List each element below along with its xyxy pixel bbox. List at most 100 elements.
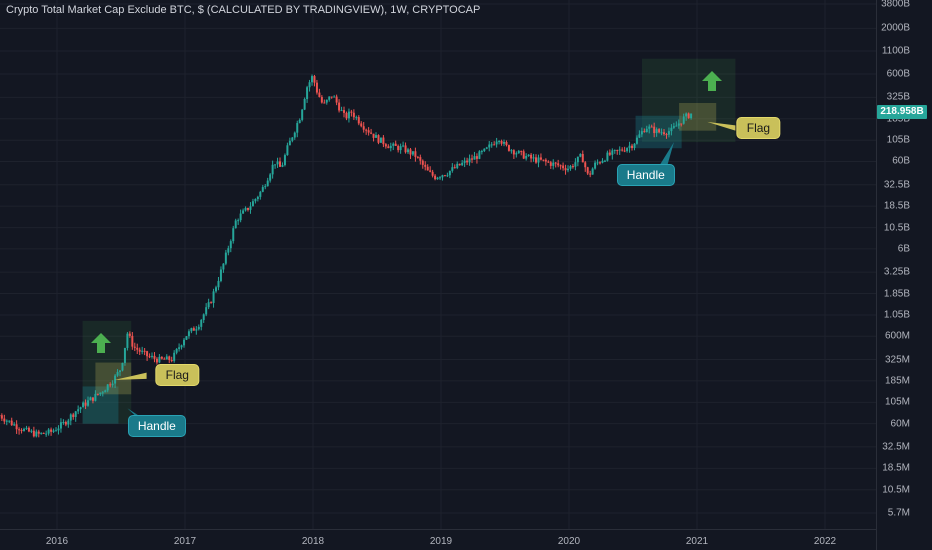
time-tick-label: 2022 xyxy=(813,536,837,547)
candle xyxy=(586,166,589,175)
candle xyxy=(379,137,382,143)
candle xyxy=(217,276,220,291)
candle xyxy=(205,303,208,317)
candle xyxy=(298,118,301,124)
candle xyxy=(3,414,6,425)
candle xyxy=(89,396,92,401)
candle xyxy=(190,327,193,334)
candle xyxy=(251,198,254,207)
candle xyxy=(690,113,693,120)
chart-title: Crypto Total Market Cap Exclude BTC, $ (… xyxy=(6,4,481,16)
handle-label-2[interactable]: Handle xyxy=(616,163,675,186)
candle xyxy=(382,135,385,148)
price-tick-label: 18.5B xyxy=(883,200,910,212)
price-tick-label: 18.5M xyxy=(882,462,910,474)
candle xyxy=(571,163,574,169)
price-tick-label: 2000B xyxy=(881,22,910,34)
grid xyxy=(0,0,876,529)
candle xyxy=(544,158,547,166)
candle xyxy=(35,429,38,438)
candle xyxy=(296,120,299,138)
candle xyxy=(638,130,641,139)
candle xyxy=(99,392,102,397)
candle xyxy=(271,160,274,179)
candle xyxy=(350,109,353,117)
flag-label-2[interactable]: Flag xyxy=(736,116,781,139)
candle xyxy=(414,147,417,162)
candle xyxy=(281,162,284,168)
candle xyxy=(202,313,205,323)
candle xyxy=(109,382,112,388)
candle xyxy=(286,142,289,156)
candle xyxy=(18,427,21,435)
candle xyxy=(377,134,380,145)
candle xyxy=(57,425,60,435)
candle xyxy=(148,353,151,359)
candle xyxy=(306,85,309,103)
flag-label-1[interactable]: Flag xyxy=(155,364,199,387)
candle xyxy=(239,209,242,223)
candle xyxy=(490,142,493,148)
candle xyxy=(375,132,378,138)
candle xyxy=(155,357,158,365)
candle xyxy=(30,429,33,434)
handle-label-1[interactable]: Handle xyxy=(127,415,186,438)
candle xyxy=(648,124,651,134)
candle xyxy=(52,428,55,434)
candle xyxy=(146,350,149,361)
candle xyxy=(613,149,616,154)
arrow-up-icon xyxy=(702,70,723,91)
candle xyxy=(128,331,131,338)
price-tick-label: 10.5M xyxy=(882,484,910,496)
candle xyxy=(338,99,341,113)
candle xyxy=(394,140,397,147)
candle xyxy=(389,142,392,152)
candle xyxy=(87,396,90,407)
handle-pointer-2 xyxy=(658,142,674,170)
candle xyxy=(569,164,572,171)
candle xyxy=(554,161,557,168)
candle xyxy=(269,173,272,183)
arrow-up-icon xyxy=(90,333,111,354)
candle xyxy=(515,151,518,158)
candle xyxy=(311,74,314,86)
candle xyxy=(517,149,520,154)
candle xyxy=(340,106,343,112)
candle xyxy=(557,159,560,168)
candle xyxy=(195,326,198,335)
price-tick-label: 185M xyxy=(884,375,910,387)
candle xyxy=(62,419,65,425)
candle xyxy=(441,174,444,181)
candle xyxy=(677,119,680,129)
price-tick-label: 32.5B xyxy=(883,179,910,191)
candle xyxy=(288,137,291,146)
pattern-boxes xyxy=(82,58,736,424)
price-axis-divider xyxy=(876,0,877,550)
candle xyxy=(579,153,582,158)
candle xyxy=(74,410,77,422)
candle xyxy=(64,420,67,427)
candle xyxy=(635,135,638,145)
candle xyxy=(222,263,225,273)
time-tick-label: 2016 xyxy=(45,536,69,547)
candle xyxy=(603,159,606,163)
candle xyxy=(173,350,176,363)
candle xyxy=(542,159,545,162)
candle xyxy=(323,99,326,104)
time-tick-label: 2017 xyxy=(173,536,197,547)
candle xyxy=(370,128,373,135)
time-tick-label: 2018 xyxy=(301,536,325,547)
time-tick-label: 2021 xyxy=(685,536,709,547)
candle xyxy=(210,301,213,304)
candle xyxy=(633,143,636,151)
candle xyxy=(463,157,466,168)
candle xyxy=(229,239,232,253)
price-tick-label: 325M xyxy=(884,354,910,366)
candle xyxy=(0,413,3,421)
candle xyxy=(372,133,375,142)
candle xyxy=(357,115,360,126)
candle xyxy=(318,88,321,98)
candle xyxy=(411,151,414,156)
candle xyxy=(170,356,173,363)
